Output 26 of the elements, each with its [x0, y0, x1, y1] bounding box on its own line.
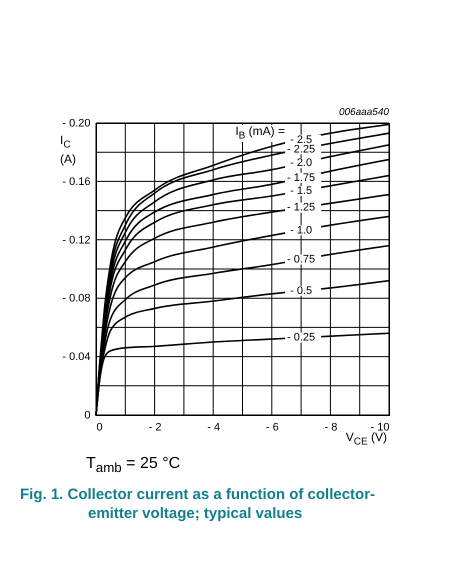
series-label: - 1.5 [290, 184, 312, 197]
y-tick-label: - 0.12 [62, 234, 90, 246]
x-tick-label: 0 [96, 422, 103, 434]
y-tick-label: - 0.04 [62, 351, 90, 364]
x-tick-label: - 6 [266, 422, 279, 434]
x-tick-label: - 2 [148, 422, 162, 434]
text: 006aaa540 [338, 107, 389, 118]
series-label: - 1.25 [287, 202, 316, 214]
series-label: - 0.25 [287, 332, 316, 344]
series-label: - 2.0 [290, 157, 312, 170]
series-label: - 0.75 [287, 254, 316, 266]
series-label: - 2.25 [287, 143, 316, 156]
series-label: - 2.5 [290, 134, 312, 146]
y-tick-label: - 0.16 [62, 176, 90, 188]
y-tick-label: - 0.08 [62, 292, 90, 305]
y-tick-label: 0 [84, 410, 90, 422]
y-axis-title: I$_{C}$ (A) [60, 133, 77, 168]
series-label: - 0.5 [290, 284, 312, 297]
text: T$_{amb}$ = 25 °C [86, 455, 180, 476]
x-tick-label: - 4 [207, 422, 220, 434]
legend-title: I$_{B}$ (mA) = [235, 124, 285, 142]
x-tick-label: - 8 [324, 422, 338, 434]
series-label: - 1.75 [287, 172, 316, 184]
series-label: - 1.0 [290, 224, 312, 236]
text: Fig. 1. Collector current as a function of collector-emitter voltage; typical values [20, 485, 376, 523]
y-tick-label: - 0.20 [62, 118, 90, 130]
